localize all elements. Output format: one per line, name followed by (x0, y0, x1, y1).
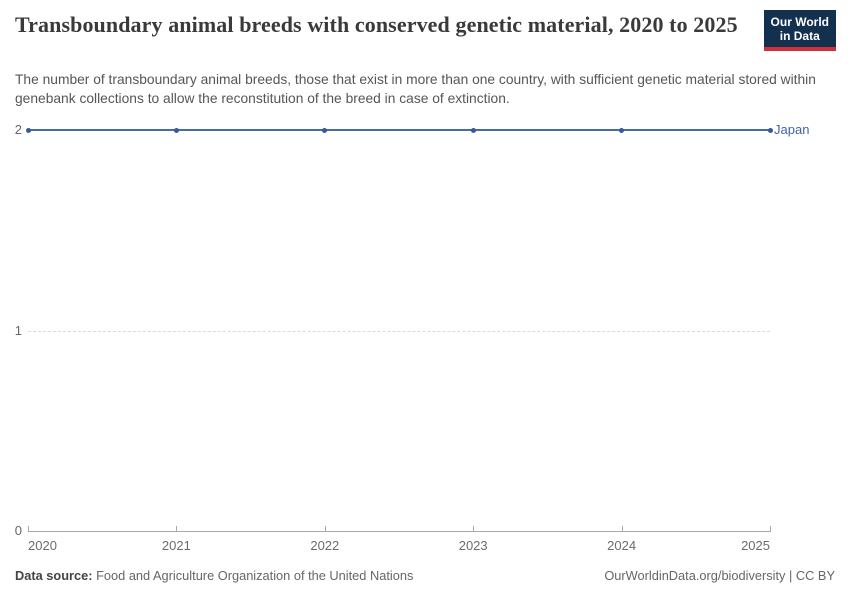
x-axis-tick (28, 526, 29, 531)
x-axis-line (28, 531, 771, 532)
series-line (28, 129, 770, 131)
series-point (322, 127, 328, 133)
data-source-note: Data source: Food and Agriculture Organi… (15, 567, 413, 584)
chart-footer: Data source: Food and Agriculture Organi… (15, 567, 835, 584)
x-axis-tick (473, 526, 475, 531)
y-axis-tick-label: 0 (14, 523, 22, 538)
x-axis-tick-label: 2023 (458, 538, 488, 553)
x-axis-tick (324, 526, 326, 531)
y-axis-tick-label: 2 (14, 122, 22, 137)
owid-logo-line2: in Data (779, 29, 820, 43)
x-axis-tick-label: 2025 (741, 538, 770, 553)
x-axis-tick (770, 526, 771, 531)
data-source-text: Food and Agriculture Organization of the… (96, 568, 414, 583)
x-axis-tick (621, 526, 623, 531)
x-axis-tick-label: 2022 (310, 538, 340, 553)
chart-title: Transboundary animal breeds with conserv… (15, 12, 738, 37)
y-axis-tick-label: 1 (14, 322, 22, 338)
owid-logo[interactable]: Our World in Data (763, 10, 836, 51)
series-point (619, 127, 625, 133)
owid-logo-line1: Our World (770, 15, 829, 29)
x-axis-tick-label: 2024 (607, 538, 637, 553)
data-source-label: Data source: (15, 568, 93, 583)
gridline (28, 330, 770, 332)
x-axis-tick-label: 2020 (28, 538, 57, 553)
chart-subtitle: The number of transboundary animal breed… (15, 72, 816, 106)
series-point (173, 127, 179, 133)
series-point (25, 127, 31, 133)
x-axis-tick-label: 2021 (161, 538, 191, 553)
series-point (470, 127, 476, 133)
attribution-link[interactable]: OurWorldinData.org/biodiversity | CC BY (604, 568, 835, 583)
x-axis-tick (176, 526, 178, 531)
series-point (767, 127, 773, 133)
series-entity-label: Japan (774, 122, 810, 137)
